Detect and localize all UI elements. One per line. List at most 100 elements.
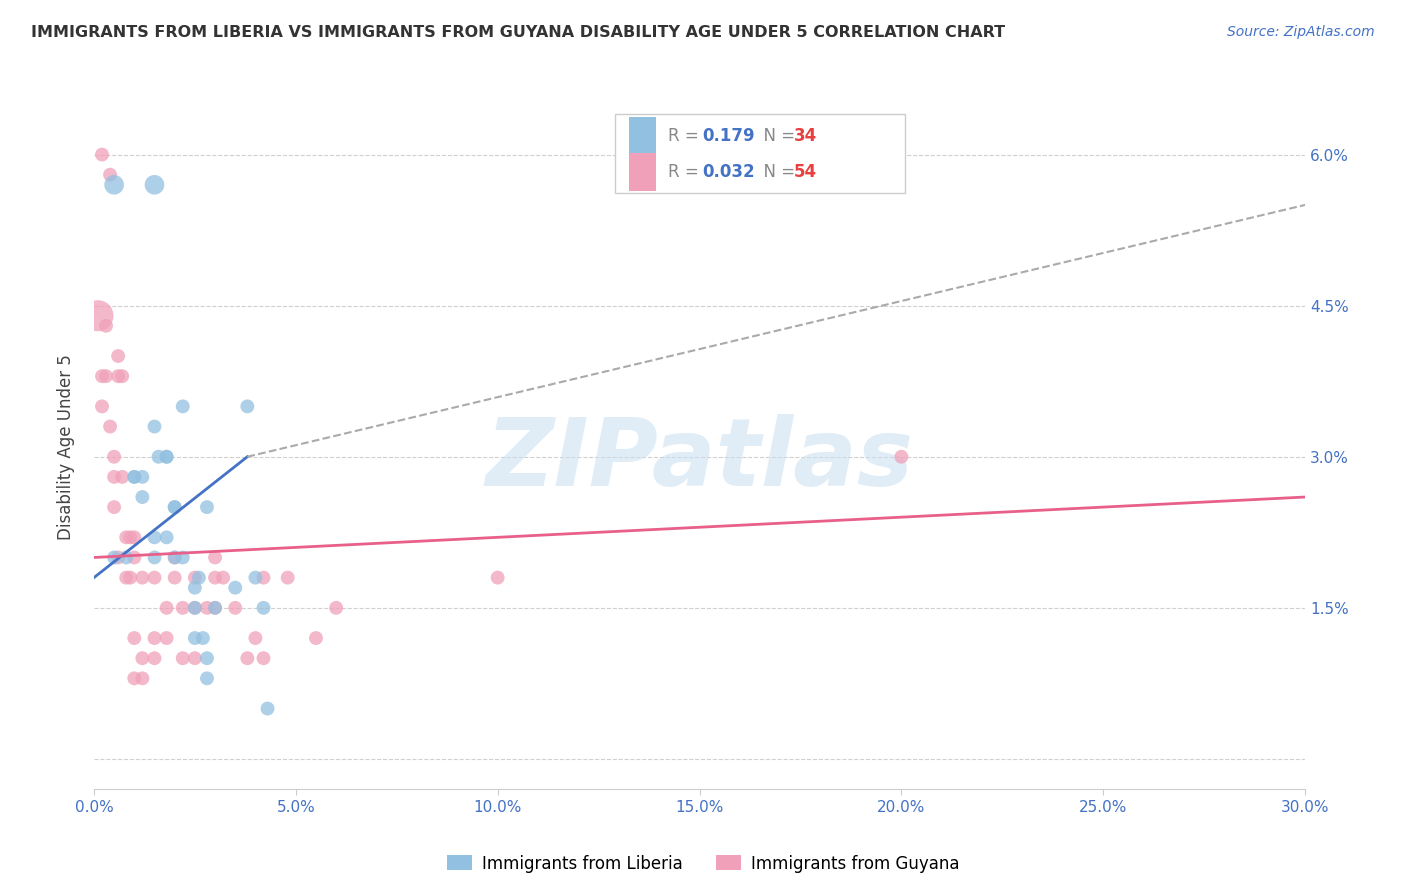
Point (245, 571, 267, 585)
Point (224, 581, 246, 595)
Point (94, 318, 117, 333)
Point (184, 631, 207, 645)
Point (204, 600, 226, 615)
Point (325, 600, 347, 615)
Point (111, 470, 134, 484)
Point (131, 651, 153, 665)
Point (91, 400, 114, 414)
Point (143, 571, 166, 585)
Point (91, 369, 114, 384)
Point (115, 571, 138, 585)
Point (87, 309, 110, 323)
Point (184, 600, 207, 615)
Point (115, 550, 138, 565)
Point (155, 450, 177, 464)
Point (236, 651, 259, 665)
Point (131, 671, 153, 685)
Point (195, 500, 218, 515)
Point (184, 651, 207, 665)
Point (120, 530, 142, 544)
Point (184, 571, 207, 585)
Point (191, 631, 214, 645)
Text: 0.179: 0.179 (702, 127, 755, 145)
Point (184, 600, 207, 615)
Point (131, 470, 153, 484)
Point (305, 631, 328, 645)
Point (107, 550, 129, 565)
Point (155, 631, 177, 645)
Point (143, 651, 166, 665)
Point (143, 550, 166, 565)
Point (212, 571, 235, 585)
Point (163, 550, 186, 565)
Point (98, 168, 121, 182)
Point (195, 671, 218, 685)
Point (163, 550, 186, 565)
Point (91, 147, 114, 161)
Point (124, 470, 146, 484)
Point (277, 571, 299, 585)
Text: IMMIGRANTS FROM LIBERIA VS IMMIGRANTS FROM GUYANA DISABILITY AGE UNDER 5 CORRELA: IMMIGRANTS FROM LIBERIA VS IMMIGRANTS FR… (31, 25, 1005, 40)
Text: N =: N = (752, 127, 800, 145)
Point (195, 600, 218, 615)
Point (143, 178, 166, 192)
Point (256, 701, 278, 715)
Point (236, 400, 259, 414)
Point (103, 550, 125, 565)
Point (204, 550, 226, 565)
Text: R =: R = (668, 163, 704, 181)
Point (172, 550, 194, 565)
FancyBboxPatch shape (630, 153, 657, 191)
Y-axis label: Disability Age Under 5: Disability Age Under 5 (58, 354, 75, 540)
Point (148, 450, 170, 464)
Legend: Immigrants from Liberia, Immigrants from Guyana: Immigrants from Liberia, Immigrants from… (440, 848, 966, 880)
Point (890, 450, 912, 464)
Text: 54: 54 (794, 163, 817, 181)
Point (184, 581, 207, 595)
Point (124, 470, 146, 484)
Point (103, 500, 125, 515)
Point (204, 571, 226, 585)
Point (143, 530, 166, 544)
Point (187, 571, 209, 585)
Point (98, 419, 121, 434)
Point (172, 600, 194, 615)
Text: ZIPatlas: ZIPatlas (485, 415, 914, 507)
Point (224, 600, 246, 615)
Point (252, 651, 274, 665)
Point (143, 631, 166, 645)
Point (172, 400, 194, 414)
Point (107, 349, 129, 363)
Point (131, 571, 153, 585)
Point (172, 651, 194, 665)
Point (124, 631, 146, 645)
FancyBboxPatch shape (614, 114, 905, 194)
Point (107, 369, 129, 384)
Point (163, 500, 186, 515)
Point (155, 450, 177, 464)
Text: 34: 34 (794, 127, 817, 145)
Text: R =: R = (668, 127, 704, 145)
Point (195, 651, 218, 665)
Point (115, 530, 138, 544)
Point (143, 419, 166, 434)
Point (103, 178, 125, 192)
Point (252, 600, 274, 615)
Point (163, 571, 186, 585)
Text: Source: ZipAtlas.com: Source: ZipAtlas.com (1227, 25, 1375, 39)
Point (94, 369, 117, 384)
Point (155, 530, 177, 544)
Point (103, 470, 125, 484)
Point (124, 550, 146, 565)
Point (131, 490, 153, 504)
Point (245, 631, 267, 645)
Point (163, 500, 186, 515)
Text: N =: N = (752, 163, 800, 181)
Point (252, 571, 274, 585)
Point (486, 571, 509, 585)
Point (124, 530, 146, 544)
Point (111, 369, 134, 384)
Point (103, 450, 125, 464)
Point (124, 671, 146, 685)
Point (120, 571, 142, 585)
